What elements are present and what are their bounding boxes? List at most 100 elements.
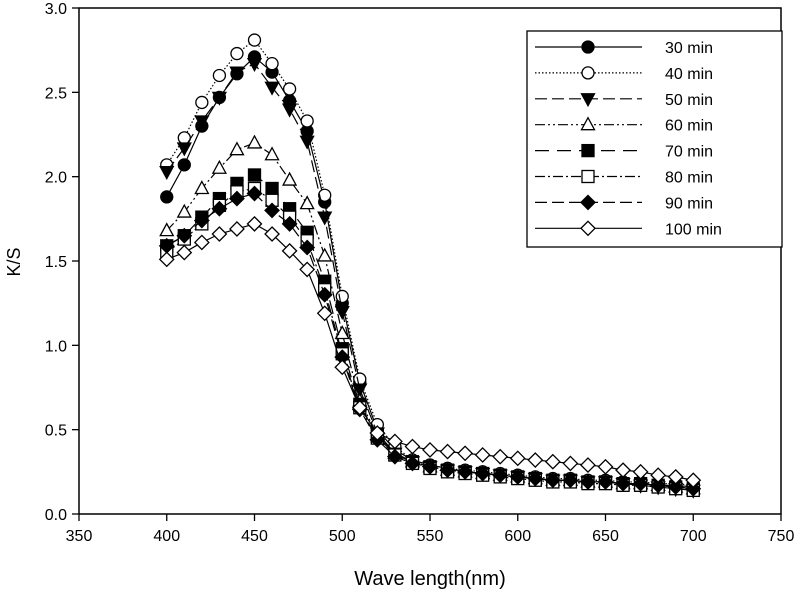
data-point [299,261,316,278]
x-tick-label: 450 [241,528,268,545]
data-point [334,305,350,320]
data-point [632,475,649,492]
x-tick-label: 350 [66,528,93,545]
data-point [264,202,280,219]
x-tick-label: 700 [680,528,707,545]
data-point [247,168,262,182]
data-point [457,445,474,462]
data-point [351,399,368,416]
data-point [580,474,596,490]
legend-marker [581,143,595,158]
data-point [176,142,192,157]
data-point [229,141,245,156]
data-point [265,57,279,71]
y-tick-label: 3.0 [45,1,67,18]
data-point [667,468,684,485]
data-point [159,165,175,180]
data-point [211,91,227,106]
data-point [334,359,351,376]
x-tick-label: 400 [153,528,180,545]
y-tick-label: 2.0 [45,170,67,187]
data-point [159,222,175,237]
data-point [597,474,614,490]
x-tick-label: 500 [329,528,356,545]
data-point [282,82,297,96]
legend-marker [581,66,595,80]
data-point [615,462,631,479]
legend-entry: 30 min [535,40,713,57]
data-point [230,46,244,61]
y-tick-label: 1.0 [45,338,67,355]
legend-entry: 70 min [535,144,713,161]
data-point [369,425,386,441]
data-point [317,247,333,262]
data-point [544,472,561,489]
data-point [247,33,262,47]
data-point [300,114,314,128]
axes: 350 400 450 500 550 600 650 700 750 0.0 0.5 1.0 1.5 2… [45,1,795,545]
legend-marker [580,116,596,131]
data-point [264,81,280,96]
legend-label: 100 min [665,221,722,238]
legend-label: 50 min [665,92,713,109]
legend-entry: 100 min [535,220,722,238]
data-point [264,226,280,242]
y-axis-label: K/S [4,247,24,276]
data-point [474,465,491,482]
y-tick-label: 0.5 [45,423,67,440]
legend-marker [580,194,596,211]
data-point [317,211,333,226]
data-point [650,467,667,484]
legend-label: 30 min [665,40,713,57]
data-point [212,68,227,83]
data-point [176,244,193,261]
legend-box [526,30,783,248]
data-point [299,135,315,150]
y-tick-label: 0.0 [45,507,67,524]
data-point [282,103,298,118]
data-point [615,475,631,492]
legend-entry: 50 min [535,92,713,109]
data-point [316,305,333,322]
data-point [160,190,174,204]
data-point [386,433,403,450]
data-point [685,472,702,489]
data-point [527,470,544,487]
data-point [211,200,228,217]
legend-entry: 90 min [535,194,713,212]
y-tick-label: 1.5 [45,254,67,271]
legend-label: 40 min [665,66,713,83]
legend-marker [581,169,595,184]
data-point [509,468,526,485]
series-line [166,223,694,481]
data-point [632,463,649,480]
legend-label: 90 min [665,195,713,212]
data-point [667,479,684,495]
data-point [246,134,263,149]
x-tick-label: 550 [417,528,444,545]
data-point [229,66,245,81]
data-point [176,203,192,218]
data-point [316,286,333,303]
data-point [246,58,263,73]
data-point [334,325,350,340]
legend: 30 min 40 min 50 min 60 min 70 min 80 min 90 m… [526,30,783,248]
data-point [650,477,667,494]
data-point [422,441,438,458]
data-point [492,448,509,465]
data-point [492,467,509,484]
x-tick-label: 750 [768,528,795,545]
data-point [474,447,491,463]
data-point [193,212,210,229]
legend-entry: 40 min [535,66,713,83]
data-point [404,438,421,455]
data-point [246,215,263,232]
data-point [281,242,298,259]
data-point [335,289,349,304]
x-tick-label: 650 [592,528,619,545]
data-point [194,180,210,195]
data-point [299,239,316,256]
data-point [562,455,579,472]
